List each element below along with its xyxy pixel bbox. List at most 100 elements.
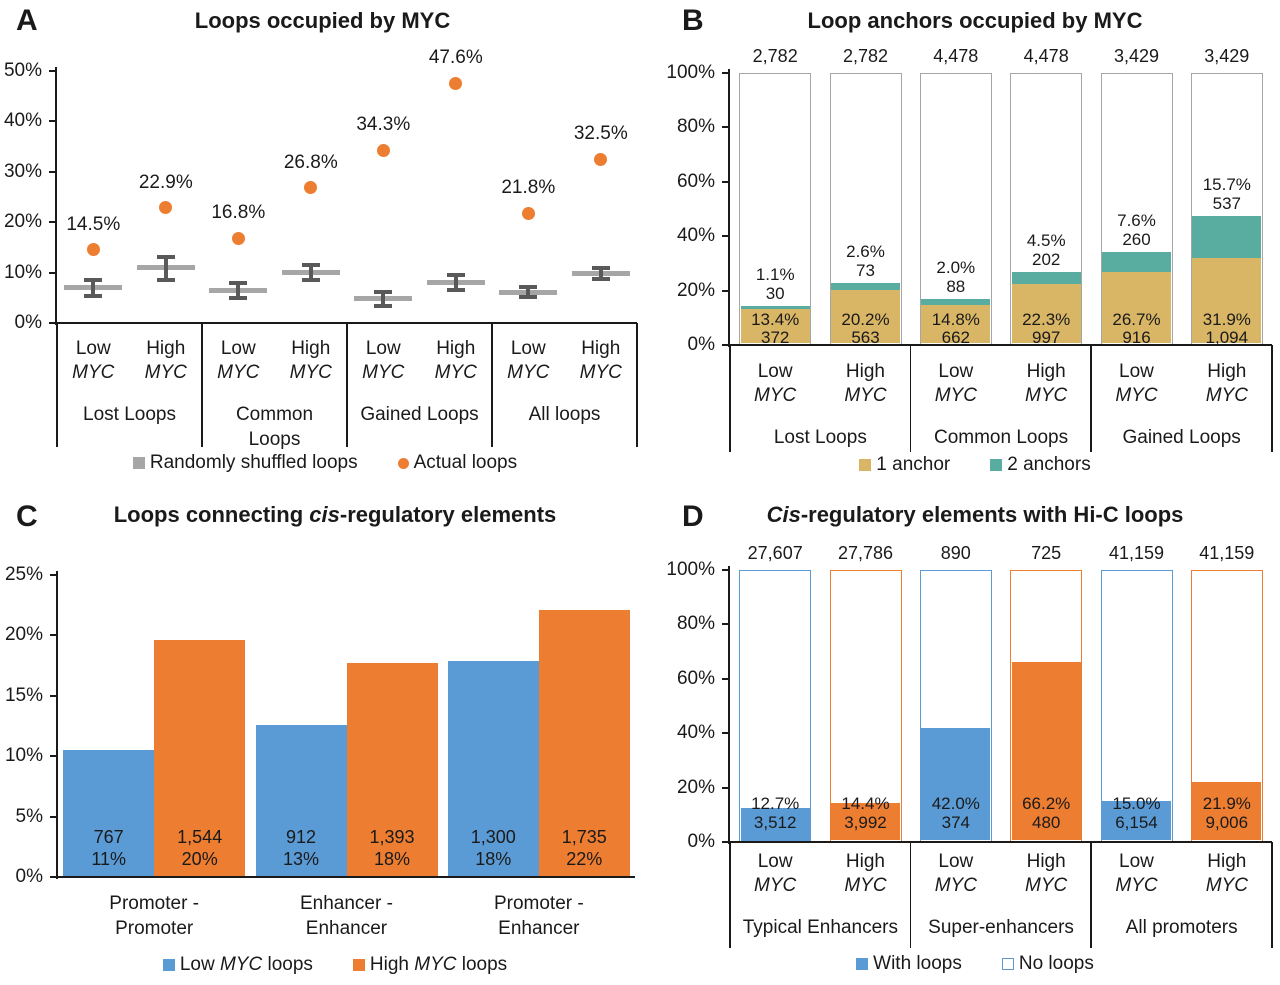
y-tick-label: 5% [15,805,43,827]
bar-inner-label: 1,544 20% [154,826,245,870]
two-anchors-count: 537 [1212,193,1241,213]
error-whisker-cap-bottom [156,277,175,282]
dot-value-label: 16.8% [211,202,266,224]
y-tick-label: 20% [4,624,43,646]
group-label: All promoters [1125,917,1238,938]
y-tick-label: 0% [687,831,715,852]
error-whisker-line [91,279,96,296]
y-tick-label: 0% [14,312,42,333]
two-anchors-label: 4.5% 202 [1001,231,1091,269]
group-divider [909,345,912,452]
legend-label-part: With loops [873,953,962,974]
condition-line1: Low [75,338,111,359]
condition-label: Low MYC [492,337,565,385]
legend-square-swatch [132,457,145,469]
y-tick-label: 100% [666,62,715,83]
bar-total-label: 2,782 [752,46,798,66]
legend-label-part: Randomly shuffled loops [149,452,358,473]
legend-item: No loops [1001,953,1094,975]
condition-line1: High [1026,361,1066,382]
dot-value-label: 22.9% [138,171,193,193]
with-loops-count: 480 [1032,813,1061,832]
condition-label: High MYC [130,337,203,385]
condition-label: High MYC [1182,360,1272,408]
condition-label: Low MYC [57,337,130,385]
y-tick-mark [722,126,730,129]
condition-line1: High [291,338,331,359]
dot-value-label: 26.8% [283,151,338,173]
condition-label: Low MYC [1091,360,1181,408]
condition-line2: MYC [1025,875,1068,896]
legend-label-part: MYC [219,954,263,975]
actual-loop-dot [304,181,318,195]
group-divider [201,323,203,447]
group-label: Lost Loops [83,404,176,425]
two-anchors-pct: 2.6% [846,242,885,261]
condition-label: Low MYC [347,337,420,385]
condition-line1: High [1026,851,1066,872]
y-tick-mark [722,235,730,238]
condition-line2: MYC [844,385,887,406]
one-anchor-label: 22.3% 997 [1001,311,1091,347]
condition-label: High MYC [565,337,638,385]
y-tick-label: 60% [676,170,715,192]
legend-square-swatch [856,958,869,970]
condition-label: Low MYC [202,337,275,385]
two-anchors-segment [1102,251,1171,273]
bar-inner-label: 912 13% [256,826,347,870]
y-tick-label: 20% [676,279,715,301]
error-whisker-cap-bottom [84,293,103,298]
error-whisker-line [598,268,603,280]
group-divider [1090,842,1092,948]
y-tick-mark [49,271,57,274]
one-anchor-count: 563 [851,328,880,347]
with-loops-count: 9,006 [1205,813,1249,832]
y-tick-mark [50,634,58,637]
one-anchor-segment [1192,258,1262,344]
y-tick-label: 10% [4,745,43,767]
one-anchor-segment [831,290,900,344]
bar-total-label: 4,478 [933,46,979,66]
anchor-bar-frame [739,73,812,345]
two-anchors-label: 1.1% 30 [730,265,820,303]
one-anchor-pct: 26.7% [1112,310,1161,329]
panel-b-title: Loop anchors occupied by MYC [670,8,1280,34]
error-whisker-cap-bottom [519,295,538,300]
legend-label: With loops [873,953,962,975]
error-whisker-cap-top [519,285,538,290]
legend-label: Actual loops [414,452,518,474]
legend-square-swatch [1001,958,1014,970]
with-loops-label: 66.2% 480 [1001,794,1091,832]
condition-line1: High [436,338,476,359]
one-anchor-count: 662 [941,328,970,347]
condition-line2: MYC [362,362,405,383]
error-whisker-cap-top [84,277,103,282]
legend-label-part: No loops [1018,953,1094,974]
condition-label: High MYC [820,850,910,898]
with-loops-count: 374 [941,813,970,832]
group-divider [1271,842,1273,948]
y-tick-mark [49,221,57,224]
bar-pct-label: 11% [91,849,127,869]
one-anchor-count: 997 [1032,328,1061,347]
with-loops-count: 6,154 [1115,813,1158,832]
error-whisker-line [526,287,531,298]
two-anchors-pct: 7.6% [1117,210,1156,230]
condition-label: High MYC [275,337,348,385]
group-divider [56,323,58,447]
one-anchor-segment [1102,272,1171,344]
y-tick-mark [50,574,58,576]
legend-label-part: High [369,954,415,975]
actual-loop-dot [594,152,608,166]
group-label: Gained Loops [360,404,479,425]
condition-label: High MYC [1182,850,1272,898]
condition-line1: Low [220,338,256,359]
two-anchors-pct: 2.0% [936,258,976,278]
bar-pct-label: 13% [282,849,320,869]
panel-letter-a: A [16,4,38,37]
condition-line2: MYC [1115,875,1158,896]
x-axis-line [728,344,1272,346]
cre-bar-frame [739,570,812,842]
with-loops-fill [1192,782,1262,841]
bar-count-label: 767 [93,827,124,847]
